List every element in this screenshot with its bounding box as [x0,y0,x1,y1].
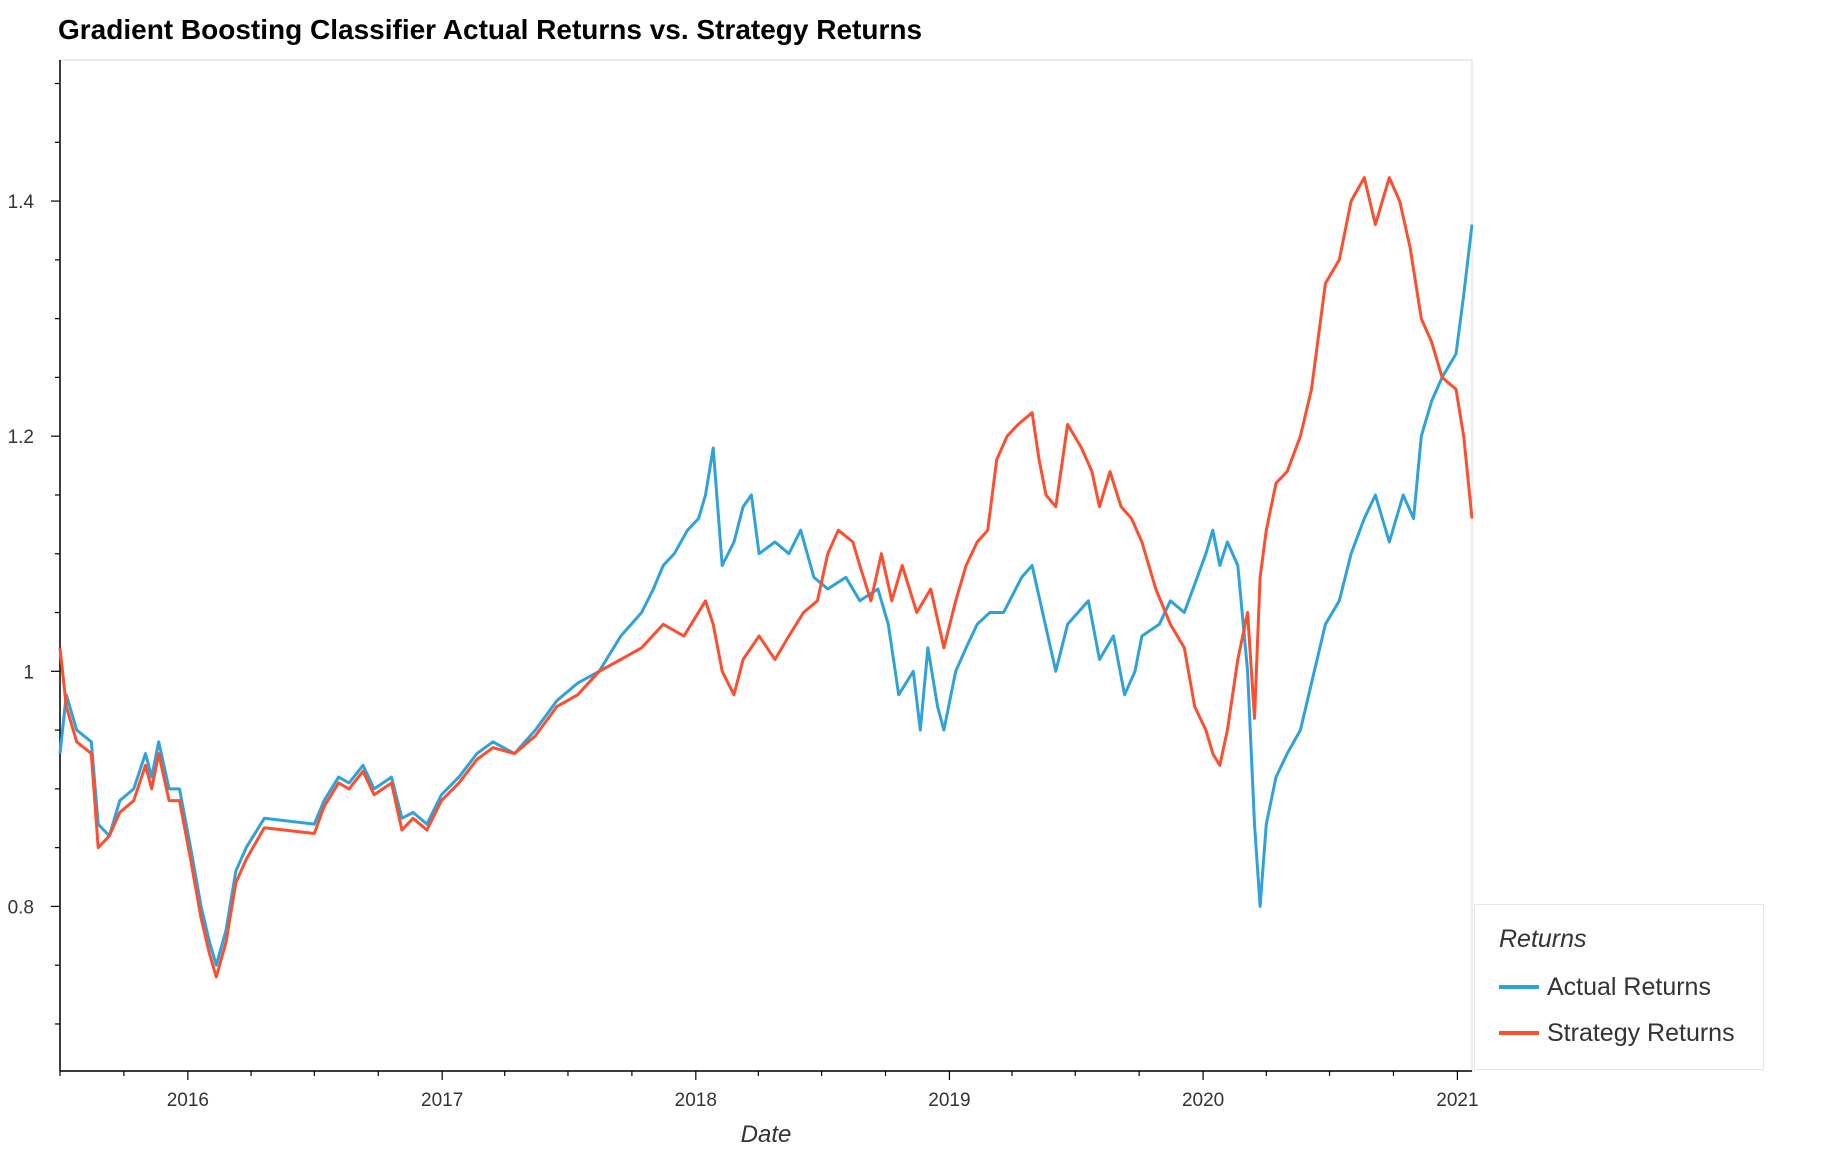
x-tick-label: 2017 [421,1090,463,1111]
x-axis-label: Date [741,1121,792,1148]
legend-swatch-strategy-returns [1499,1031,1539,1035]
series-layer [58,176,1474,979]
legend-label-strategy-returns: Strategy Returns [1547,1018,1735,1047]
y-tick-label: 0.8 [8,897,34,918]
series-line-actual-returns [58,224,1474,967]
series-line-strategy-returns [58,176,1474,979]
legend-item-strategy-returns[interactable]: Strategy Returns [1499,1018,1735,1048]
x-axis-ticks: 2016 2017 2018 2019 2020 2021 [59,1071,1479,1111]
y-tick-label: 1 [23,662,34,683]
legend-label-actual-returns: Actual Returns [1547,972,1711,1001]
x-tick-label: 2016 [167,1090,209,1111]
x-tick-label: 2021 [1436,1090,1478,1111]
x-tick-label: 2020 [1182,1090,1224,1111]
x-tick-label: 2018 [675,1090,717,1111]
legend-title: Returns [1499,925,1587,953]
y-tick-label: 1.4 [8,192,35,213]
legend-swatch-actual-returns [1499,985,1539,989]
legend: Returns Actual Returns Strategy Returns [1474,904,1764,1070]
y-tick-label: 1.2 [8,427,34,448]
y-axis-ticks: 0.8 1 1.2 1.4 [8,82,60,1025]
chart-title: Gradient Boosting Classifier Actual Retu… [58,14,923,45]
legend-item-actual-returns[interactable]: Actual Returns [1499,972,1711,1002]
x-tick-label: 2019 [928,1090,970,1111]
